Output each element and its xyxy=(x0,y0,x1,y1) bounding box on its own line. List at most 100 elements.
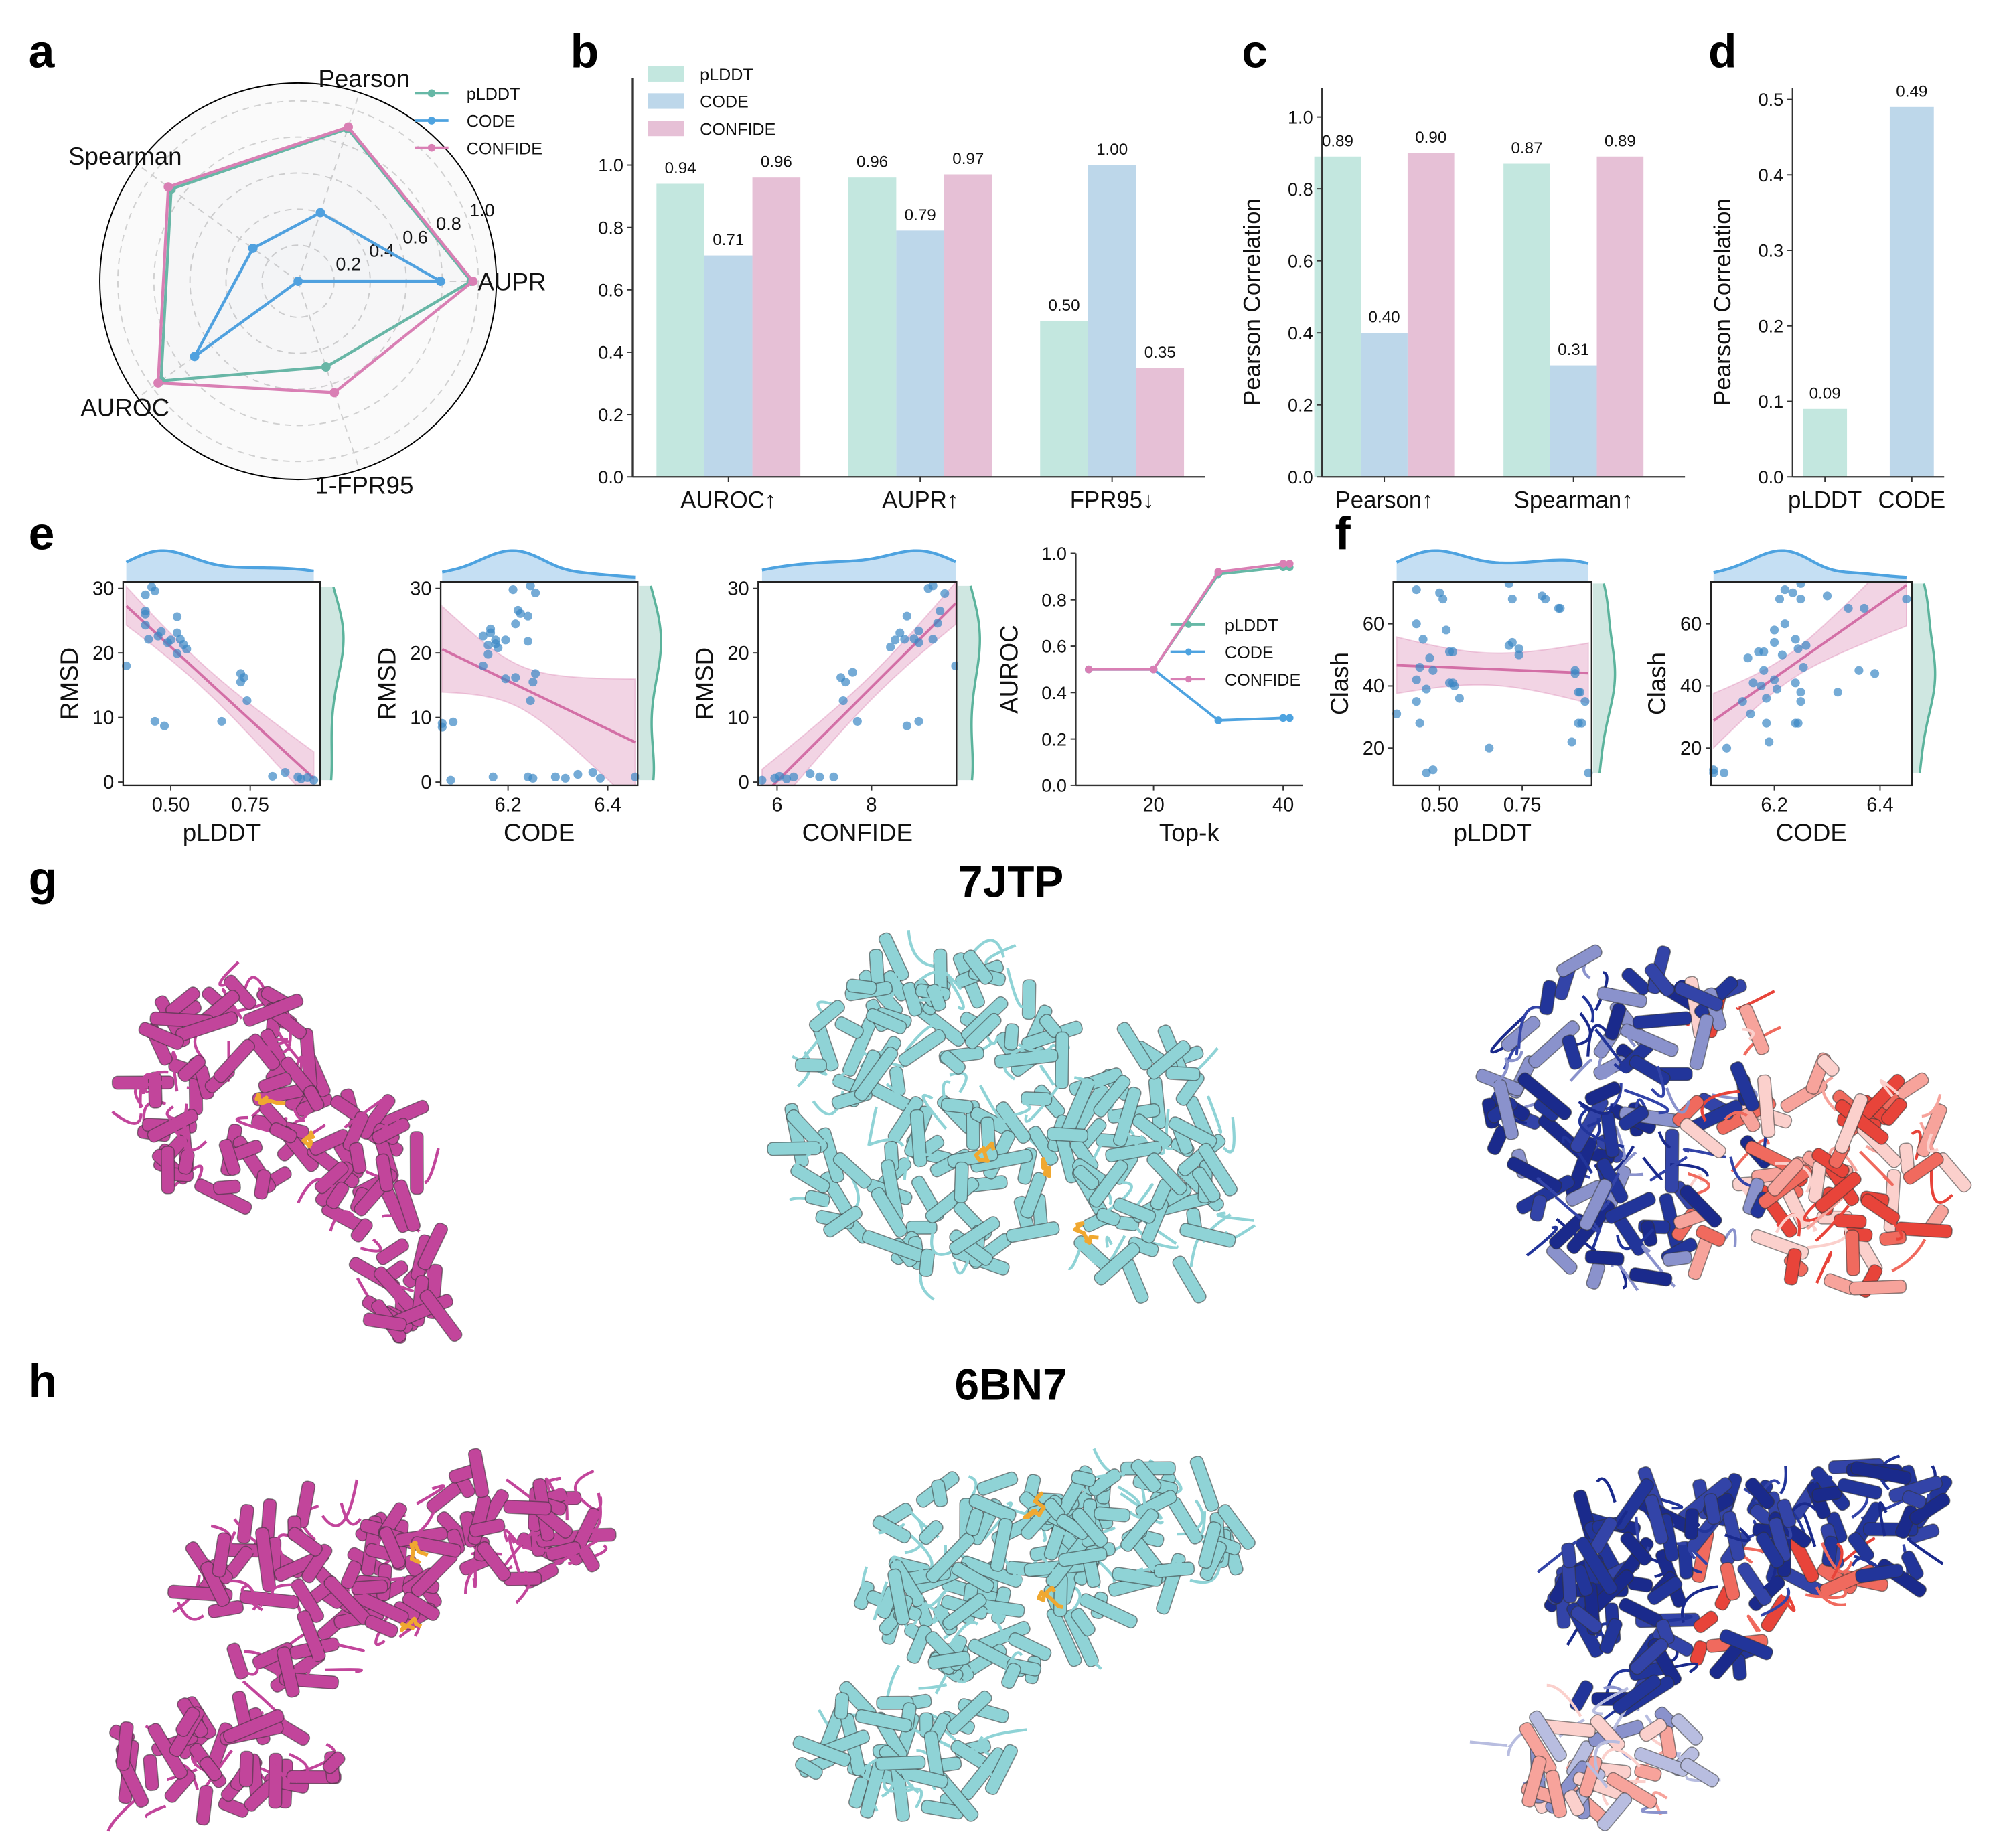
scatter-point xyxy=(1854,666,1864,675)
ribbon-segment xyxy=(1618,1105,1649,1131)
loop-segment xyxy=(423,1148,440,1184)
bar-CODE-CODE xyxy=(1889,106,1934,477)
loop-segment xyxy=(1775,1162,1812,1193)
loop-segment xyxy=(139,1073,165,1109)
ribbon-segment xyxy=(1584,1249,1625,1266)
scatter-point xyxy=(1844,603,1853,613)
ribbon-segment xyxy=(854,1709,913,1733)
ribbon-segment xyxy=(115,1721,134,1771)
loop-segment xyxy=(794,1130,830,1167)
loop-segment xyxy=(889,972,901,1000)
panel-label-d: d xyxy=(1708,25,1737,78)
y-tick-label: 1.0 xyxy=(1288,106,1313,127)
loop-segment xyxy=(218,961,240,987)
ribbon-segment xyxy=(477,1541,512,1582)
scatter-point xyxy=(1722,743,1732,753)
loop-segment xyxy=(867,1778,888,1812)
panel-label-f: f xyxy=(1335,508,1351,560)
loop-segment xyxy=(1507,1050,1523,1063)
ribbon-segment xyxy=(823,1205,863,1238)
loop-segment xyxy=(283,1659,305,1681)
ribbon-segment xyxy=(545,1541,581,1561)
ribbon-segment xyxy=(1909,1492,1951,1525)
ribbon-segment xyxy=(1530,1194,1548,1222)
y-axis-label: RMSD xyxy=(373,647,400,720)
scatter-point xyxy=(1507,594,1517,604)
scatter-point xyxy=(1860,603,1869,613)
loop-segment xyxy=(949,1071,968,1093)
scatter-point xyxy=(483,649,493,659)
scatter-point xyxy=(815,772,824,781)
ribbon-segment xyxy=(846,978,877,995)
scatter-point xyxy=(437,722,447,732)
ribbon-segment xyxy=(1916,1103,1947,1158)
y-axis-label: Pearson Correlation xyxy=(1239,198,1265,406)
scatter-point xyxy=(172,612,182,621)
ribbon-segment xyxy=(301,1543,333,1584)
ribbon-segment xyxy=(767,1141,822,1156)
ribbon-segment xyxy=(878,932,909,982)
loop-segment xyxy=(1556,1217,1596,1252)
ribbon-segment xyxy=(1744,1477,1775,1510)
ribbon-segment xyxy=(1020,1172,1047,1219)
y-tick-label: 0.0 xyxy=(1759,467,1784,487)
protein-structure-7jtp-confidence xyxy=(1475,944,1972,1298)
loop-segment xyxy=(975,1736,994,1777)
ribbon-segment xyxy=(378,1526,406,1569)
ribbon-segment xyxy=(218,1796,250,1818)
ribbon-segment xyxy=(1572,1564,1594,1597)
x-category-label: AUPR↑ xyxy=(882,487,958,514)
scatter-point xyxy=(1762,718,1771,728)
y-tick-label: 20 xyxy=(1363,738,1384,759)
scatter-plot-f1: 0.50 0.75 20 40 60 pLDDT Clash xyxy=(1326,549,1617,846)
ribbon-segment xyxy=(1605,1192,1656,1224)
marginal-kde-x-line xyxy=(125,549,314,573)
plot-frame xyxy=(1392,581,1592,787)
scatter-point xyxy=(789,772,798,781)
loop-segment xyxy=(1469,1740,1510,1747)
scatter-point xyxy=(501,635,510,645)
bar-CONFIDE-Pearson↑ xyxy=(1407,153,1455,477)
line-point-CONFIDE xyxy=(1085,665,1093,674)
ribbon-segment xyxy=(794,1058,827,1073)
ribbon-segment xyxy=(1811,1485,1842,1503)
y-tick-label: 0.2 xyxy=(1759,315,1784,336)
ribbon-segment xyxy=(1569,1680,1594,1712)
marginal-kde-x-line xyxy=(761,549,956,572)
scatter-point xyxy=(1415,718,1424,728)
loop-segment xyxy=(360,1238,382,1253)
ribbon-segment xyxy=(1020,1091,1053,1107)
scatter-point xyxy=(782,774,792,783)
loop-segment xyxy=(1907,1537,1944,1565)
bar-value-label: 0.87 xyxy=(1511,139,1542,157)
scatter-point xyxy=(914,638,923,647)
radar-point-CONFIDE xyxy=(344,122,353,132)
loop-segment xyxy=(970,939,1005,958)
ribbon-segment xyxy=(1680,1118,1726,1158)
loop-segment xyxy=(1623,1089,1669,1115)
ribbon-segment xyxy=(898,1028,946,1067)
ribbon-segment xyxy=(1850,1461,1912,1485)
loop-segment xyxy=(1760,1587,1791,1617)
scatter-point xyxy=(838,696,848,706)
scatter-point xyxy=(1514,644,1523,653)
ribbon-segment xyxy=(1586,1261,1606,1290)
y-tick-label: 0.6 xyxy=(1041,636,1067,657)
marginal-kde-x-fill xyxy=(761,550,956,581)
ribbon-segment xyxy=(1879,1230,1907,1247)
ribbon-segment xyxy=(1664,1128,1680,1194)
ribbon-segment xyxy=(1564,1789,1585,1817)
line-point-CONFIDE xyxy=(1279,560,1287,568)
regression-group xyxy=(441,605,636,785)
ribbon-segment xyxy=(1684,1508,1700,1540)
ribbon-segment xyxy=(1903,1152,1944,1185)
ribbon-segment xyxy=(875,1755,926,1771)
ribbon-segment xyxy=(927,1650,971,1670)
x-axis-label: pLDDT xyxy=(183,819,261,846)
loop-segment xyxy=(1881,1209,1903,1241)
loop-segment xyxy=(916,989,944,1002)
loop-segment xyxy=(1891,1239,1927,1273)
scatter-point xyxy=(1485,743,1494,753)
ribbon-segment xyxy=(467,1448,490,1498)
ribbon-segment xyxy=(258,1072,293,1093)
